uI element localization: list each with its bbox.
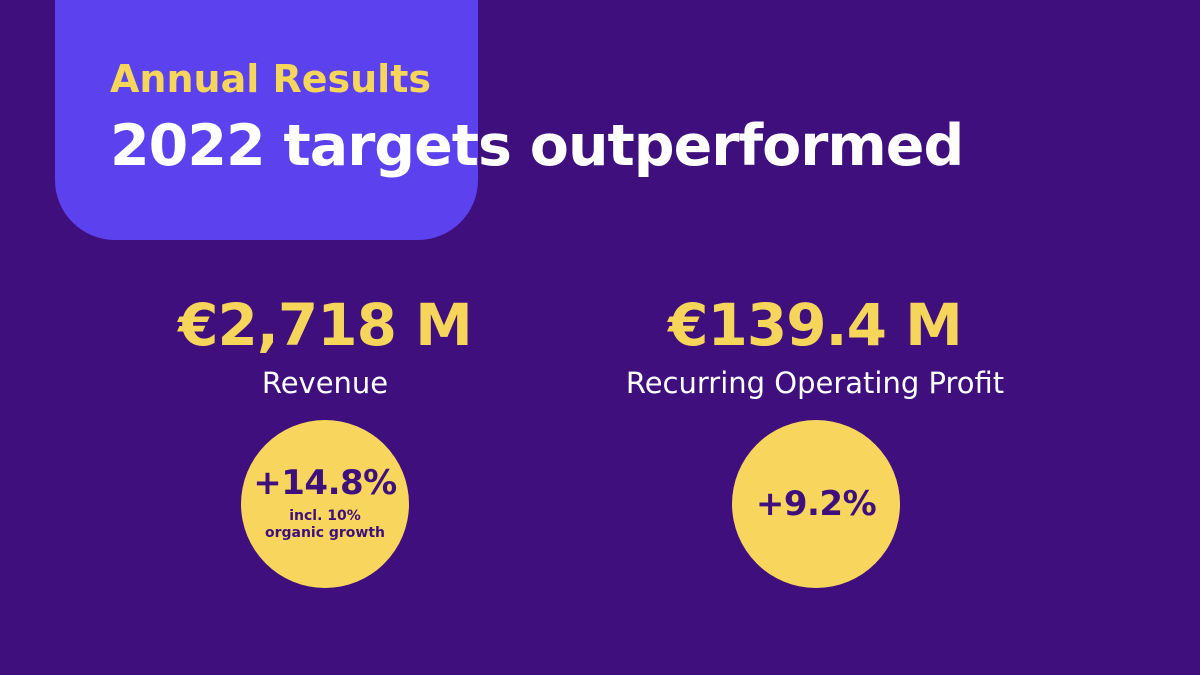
operating-profit-growth-badge: +9.2% bbox=[732, 420, 900, 588]
revenue-kpi: €2,718 M Revenue bbox=[65, 296, 585, 400]
page-title: 2022 targets outperformed bbox=[110, 113, 964, 179]
operating-profit-growth-value: +9.2% bbox=[755, 484, 877, 524]
revenue-value: €2,718 M bbox=[178, 291, 473, 359]
revenue-growth-note: incl. 10% organic growth bbox=[264, 508, 386, 541]
section-eyebrow: Annual Results bbox=[110, 57, 431, 101]
revenue-growth-badge: +14.8% incl. 10% organic growth bbox=[241, 420, 409, 588]
operating-profit-label: Recurring Operating Profit bbox=[625, 366, 1005, 400]
operating-profit-kpi: €139.4 M Recurring Operating Profit bbox=[555, 296, 1075, 400]
title-panel bbox=[55, 0, 478, 240]
operating-profit-value: €139.4 M bbox=[668, 291, 963, 359]
revenue-label: Revenue bbox=[261, 366, 389, 400]
revenue-growth-value: +14.8% bbox=[253, 463, 397, 504]
